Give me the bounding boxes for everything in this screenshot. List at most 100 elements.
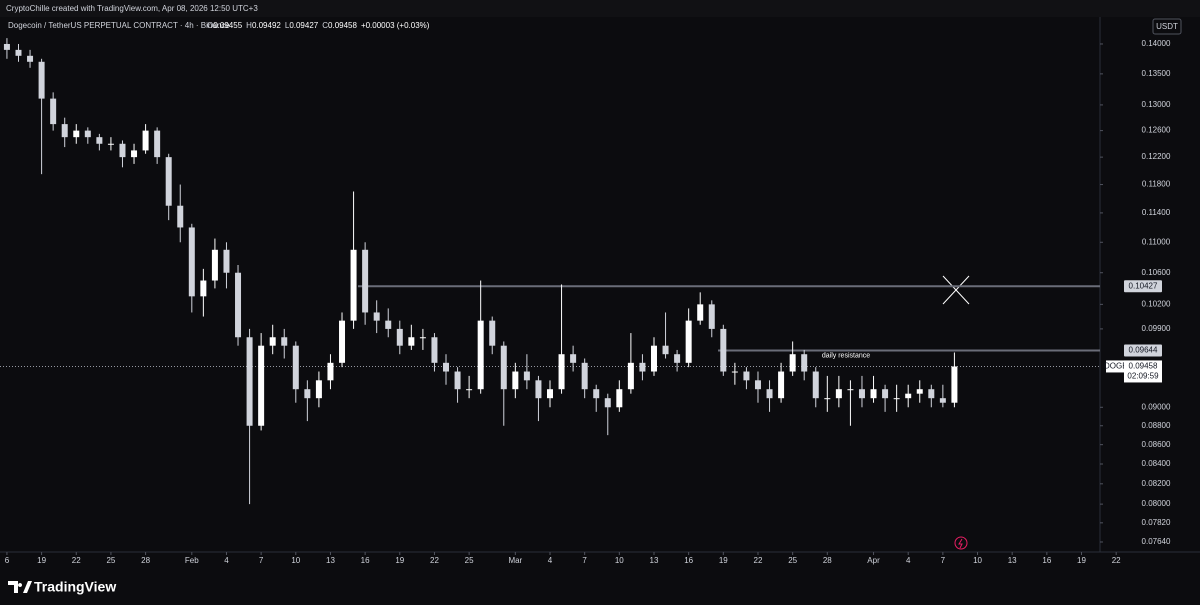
candle-body <box>939 398 946 403</box>
x-tick-label: 25 <box>788 556 797 565</box>
chart-title: Dogecoin / TetherUS PERPETUAL CONTRACT ·… <box>8 21 230 30</box>
candle-body <box>73 130 80 138</box>
candle-body <box>616 389 623 408</box>
x-tick-label: 7 <box>582 556 587 565</box>
x-tick-label: 19 <box>719 556 728 565</box>
candle-body <box>339 320 346 363</box>
x-tick-label: 22 <box>754 556 763 565</box>
candle-body <box>905 393 912 399</box>
x-tick-label: 28 <box>823 556 832 565</box>
y-tick-label: 0.13500 <box>1142 69 1171 78</box>
x-tick-label: 22 <box>72 556 81 565</box>
candle-body <box>154 130 161 158</box>
candle-body <box>928 389 935 399</box>
y-tick-label: 0.08200 <box>1142 479 1171 488</box>
level-label-box <box>1124 280 1162 293</box>
x-tick-label: 7 <box>941 556 946 565</box>
x-tick-label: 10 <box>973 556 982 565</box>
level-label-box <box>1124 344 1162 357</box>
candle-body <box>107 143 114 145</box>
currency-box[interactable] <box>1152 18 1182 35</box>
candle-body <box>593 389 600 399</box>
candle-body <box>373 312 380 321</box>
candle-body <box>477 320 484 390</box>
candle-body <box>246 337 253 426</box>
legend-label: L <box>285 21 290 30</box>
candle-body <box>327 362 334 381</box>
candle-body <box>570 354 577 363</box>
alert-icon[interactable] <box>954 536 968 550</box>
attribution: CryptoChille created with TradingView.co… <box>6 4 258 13</box>
candle-body <box>916 389 923 394</box>
y-tick-label: 0.10600 <box>1142 268 1171 277</box>
level-label: 0.10427 <box>1129 281 1158 290</box>
last-price-box <box>1124 360 1162 383</box>
candle-body <box>165 157 172 206</box>
candle-body <box>558 354 565 390</box>
candle-body <box>142 130 149 151</box>
candle-body <box>674 354 681 363</box>
level-annotation: daily resistance <box>822 352 870 359</box>
top-bar <box>0 0 1200 17</box>
x-tick-label: 19 <box>1077 556 1086 565</box>
x-tick-label: 22 <box>430 556 439 565</box>
x-tick-label: Apr <box>867 556 880 565</box>
x-tick-label: 4 <box>224 556 229 565</box>
y-tick-label: 0.09000 <box>1142 402 1171 411</box>
candle-body <box>650 345 657 372</box>
x-tick-label: Feb <box>185 556 199 565</box>
currency[interactable]: USDT <box>1156 22 1178 31</box>
x-tick-label: 4 <box>548 556 553 565</box>
y-tick-label: 0.07640 <box>1142 537 1171 546</box>
candle-body <box>882 389 889 399</box>
candle-body <box>627 362 634 390</box>
legend-change: +0.00003 (+0.03%) <box>361 21 430 30</box>
y-tick-label: 0.11800 <box>1142 180 1171 189</box>
candle-body <box>119 143 126 158</box>
candle-body <box>685 320 692 363</box>
candle-body <box>512 371 519 390</box>
candle-body <box>778 371 785 399</box>
candle-body <box>431 337 438 363</box>
x-tick-label: 16 <box>1042 556 1051 565</box>
candle-body <box>858 389 865 399</box>
x-tick-label: Mar <box>508 556 522 565</box>
y-tick-label: 0.14000 <box>1142 39 1171 48</box>
x-tick-label: 19 <box>37 556 46 565</box>
alert-icon-bolt <box>958 538 963 549</box>
candle-body <box>812 371 819 399</box>
candle-body <box>547 389 553 399</box>
candle-body <box>824 398 831 400</box>
y-tick-label: 0.12200 <box>1142 152 1171 161</box>
candle-body <box>235 272 242 338</box>
legend-value: 0.09427 <box>289 21 318 30</box>
y-tick-label: 0.08800 <box>1142 421 1171 430</box>
x-tick-label: 7 <box>259 556 264 565</box>
x-tick-label: 16 <box>684 556 693 565</box>
candle-body <box>535 380 542 399</box>
candle-body <box>731 371 738 373</box>
legend-value: 0.09458 <box>328 21 357 30</box>
candle-body <box>177 205 184 228</box>
logo-icon <box>8 581 32 593</box>
candle-body <box>396 328 403 346</box>
last-price-label: 0.09458 <box>1129 362 1158 371</box>
candle-body <box>720 328 727 372</box>
candle-body <box>315 380 322 399</box>
candle-body <box>743 371 750 381</box>
candle-body <box>131 150 138 158</box>
candle-body <box>500 345 507 390</box>
legend-label: C <box>322 21 328 30</box>
y-tick-label: 0.13000 <box>1142 100 1171 109</box>
candle-body <box>766 389 773 399</box>
candle-body <box>870 389 877 399</box>
candle-body <box>581 362 588 390</box>
x-tick-label: 22 <box>1112 556 1121 565</box>
x-tick-label: 13 <box>326 556 335 565</box>
candle-body <box>269 337 276 346</box>
candle-body <box>419 337 426 339</box>
x-tick-label: 28 <box>141 556 150 565</box>
candle-body <box>362 249 369 313</box>
